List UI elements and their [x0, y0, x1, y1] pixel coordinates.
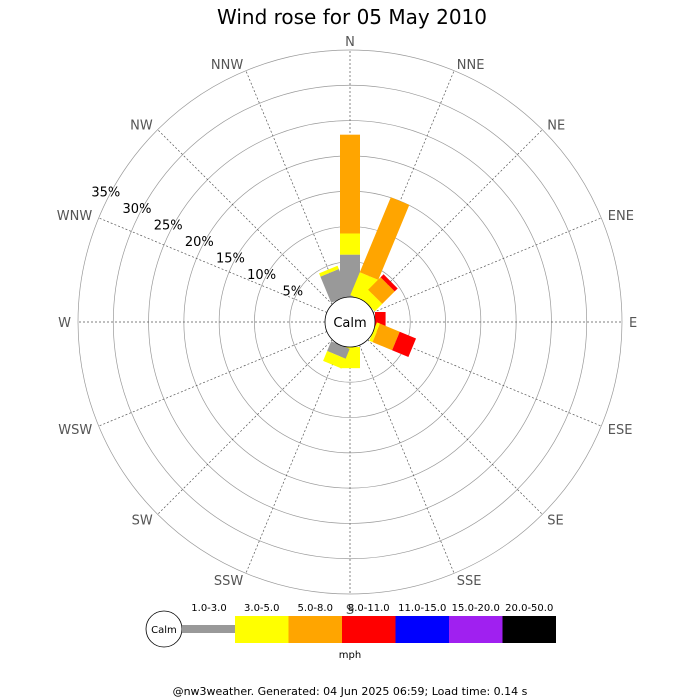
direction-label-nne: NNE: [457, 58, 485, 73]
legend-label-1: 3.0-5.0: [244, 603, 279, 614]
legend-swatch-5: [449, 616, 503, 643]
chart-title: Wind rose for 05 May 2010: [217, 5, 487, 29]
legend-calm-label: Calm: [151, 625, 177, 636]
direction-label-sse: SSE: [457, 574, 482, 589]
direction-label-wnw: WNW: [57, 209, 93, 224]
bar-n-bin-2: [340, 134, 360, 234]
legend: Calm 1.0-3.0 3.0-5.0 5.0-8.0 8.0-11.0 11.0-1…: [145, 603, 556, 661]
direction-label-ne: NE: [547, 119, 565, 134]
bar-ne-bin-3: [380, 274, 398, 292]
legend-label-2: 5.0-8.0: [298, 603, 333, 614]
direction-label-e: E: [629, 316, 637, 331]
spoke-sse: [359, 344, 455, 574]
ring-35: [77, 49, 623, 595]
bar-ese-bin-1: [369, 322, 381, 343]
spoke-se: [367, 339, 543, 515]
legend-units: mph: [339, 650, 361, 661]
calm-label: Calm: [333, 316, 366, 331]
bar-n-bin-1: [340, 233, 360, 255]
bar-ssw-bin-1: [323, 351, 346, 369]
ring-label-20: 20%: [185, 235, 214, 250]
legend-swatch-4: [395, 616, 449, 643]
bar-ssw-bin-0: [327, 341, 350, 359]
bar-nne-bin-2: [359, 197, 410, 280]
bar-ne-bin-2: [368, 277, 395, 304]
spoke-nnw: [245, 70, 341, 300]
direction-label-ene: ENE: [608, 209, 634, 224]
spoke-wsw: [98, 331, 328, 427]
bar-ese-bin-3: [392, 331, 417, 358]
direction-label-s: S: [346, 603, 354, 618]
spoke-ssw: [245, 344, 341, 574]
ring-label-10: 10%: [247, 268, 276, 283]
footer-text: @nw3weather. Generated: 04 Jun 2025 06:5…: [173, 685, 528, 698]
ring-label-30: 30%: [123, 202, 152, 217]
calm-circle: [324, 296, 376, 348]
direction-label-ssw: SSW: [214, 574, 244, 589]
bar-nnw-bin-1: [319, 265, 339, 277]
direction-label-w: W: [58, 316, 71, 331]
direction-label-se: SE: [547, 513, 563, 528]
legend-items: 1.0-3.0 3.0-5.0 5.0-8.0 8.0-11.0 11.0-15.0 15…: [182, 603, 556, 643]
spoke-wnw: [98, 217, 328, 313]
direction-label-ese: ESE: [608, 423, 633, 438]
direction-label-nnw: NNW: [211, 58, 243, 73]
spoke-sw: [157, 339, 333, 515]
legend-label-3: 8.0-11.0: [348, 603, 390, 614]
direction-label-nw: NW: [130, 119, 153, 134]
wind-bars: [319, 134, 417, 369]
ring-labels: 5% 10%15%20%25%30%35%: [91, 185, 303, 299]
legend-swatch-2: [288, 616, 342, 643]
legend-label-0: 1.0-3.0: [191, 603, 226, 614]
legend-label-6: 20.0-50.0: [505, 603, 553, 614]
ring-label-25: 25%: [154, 218, 183, 233]
spoke-ne: [367, 129, 543, 305]
legend-label-5: 15.0-20.0: [452, 603, 500, 614]
direction-labels: N NNE NE ENE E ESE SE SSE S SSW SW WSW W WNW NW NNW: [57, 35, 637, 618]
ring-label-35: 35%: [91, 185, 120, 200]
legend-label-4: 11.0-15.0: [398, 603, 446, 614]
legend-swatch-1: [235, 616, 289, 643]
direction-label-n: N: [345, 35, 355, 50]
bar-nnw-bin-0: [320, 268, 350, 303]
spoke-ene: [372, 217, 602, 313]
bar-ne-bin-1: [360, 289, 383, 312]
ring-label-15: 15%: [216, 252, 245, 267]
ring-30: [112, 84, 588, 560]
spoke-nw: [157, 129, 333, 305]
direction-label-sw: SW: [132, 513, 153, 528]
direction-label-wsw: WSW: [58, 423, 92, 438]
legend-swatch-6: [502, 616, 556, 643]
legend-swatch-3: [342, 616, 396, 643]
ring-label-5: 5%: [282, 285, 303, 300]
bar-ese-bin-2: [372, 323, 400, 351]
